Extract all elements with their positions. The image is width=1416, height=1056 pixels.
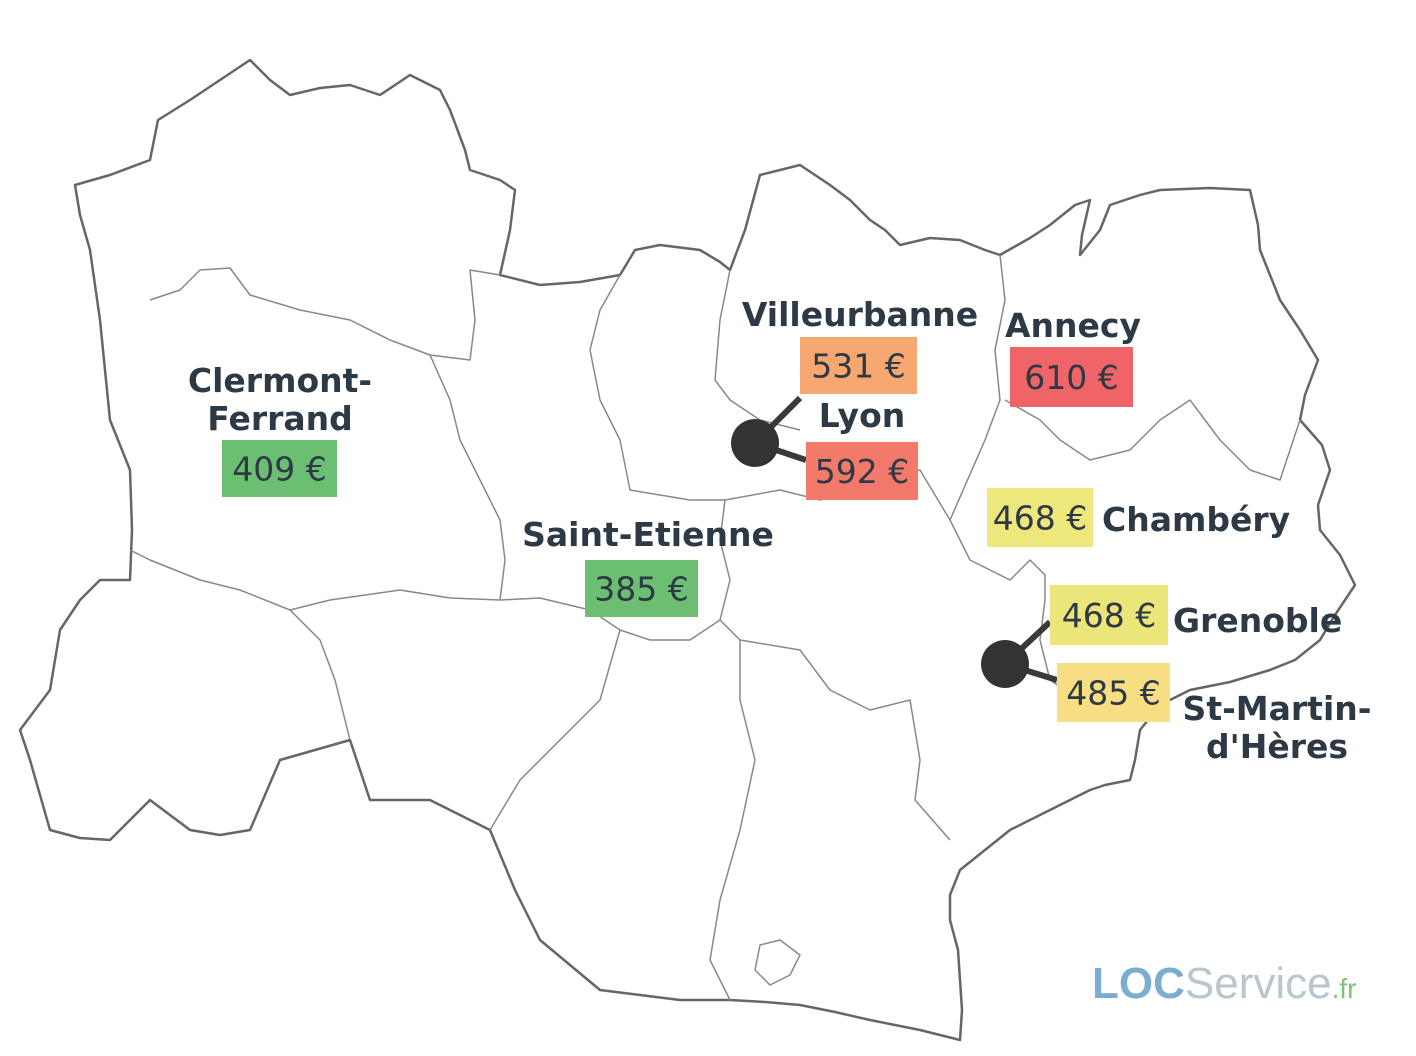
city-dot (731, 419, 779, 467)
department-border (949, 254, 1006, 521)
price-box (1050, 585, 1168, 645)
department-border (129, 354, 506, 611)
department-border (1004, 399, 1301, 481)
price-box (1057, 663, 1170, 722)
city-name: Ferrand (207, 399, 353, 438)
city-name: Chambéry (1102, 500, 1290, 539)
price-box (1010, 347, 1133, 407)
price-box (800, 337, 917, 394)
price-box (222, 440, 337, 497)
logo-loc: LOC (1092, 959, 1185, 1008)
city-name: Saint-Etienne (522, 515, 774, 554)
city-dot (981, 640, 1029, 688)
price-box (987, 488, 1093, 547)
city-name: Grenoble (1173, 601, 1342, 640)
department-border (149, 267, 501, 361)
city-name: Annecy (1005, 306, 1141, 345)
region-outline (18, 58, 1357, 1042)
logo-tld: .fr (1332, 973, 1357, 1004)
price-label: 531 € (811, 347, 905, 386)
price-box (585, 560, 698, 617)
department-border (709, 619, 756, 1001)
city-name: Lyon (819, 396, 905, 435)
price-box (806, 442, 918, 500)
city-name: Villeurbanne (742, 295, 978, 334)
price-label: 485 € (1066, 674, 1160, 713)
logo: LOCService.fr (1092, 959, 1357, 1008)
city-name: d'Hères (1206, 727, 1348, 766)
department-border (739, 639, 951, 841)
city-name: Clermont- (188, 361, 372, 400)
department-border (289, 609, 351, 741)
price-label: 468 € (993, 499, 1087, 538)
department-border (754, 939, 801, 986)
labels: 409 € Clermont-Ferrand 385 € Saint-Etienne 5… (188, 295, 1372, 1008)
price-label: 385 € (594, 570, 688, 609)
price-label: 592 € (815, 452, 909, 491)
department-border (714, 269, 801, 431)
city-name: St-Martin- (1183, 689, 1372, 728)
price-label: 468 € (1062, 596, 1156, 635)
price-label: 610 € (1024, 358, 1118, 397)
department-border (589, 274, 725, 501)
price-label: 409 € (232, 450, 326, 489)
logo-service: Service (1185, 959, 1332, 1008)
department-border (489, 629, 621, 831)
